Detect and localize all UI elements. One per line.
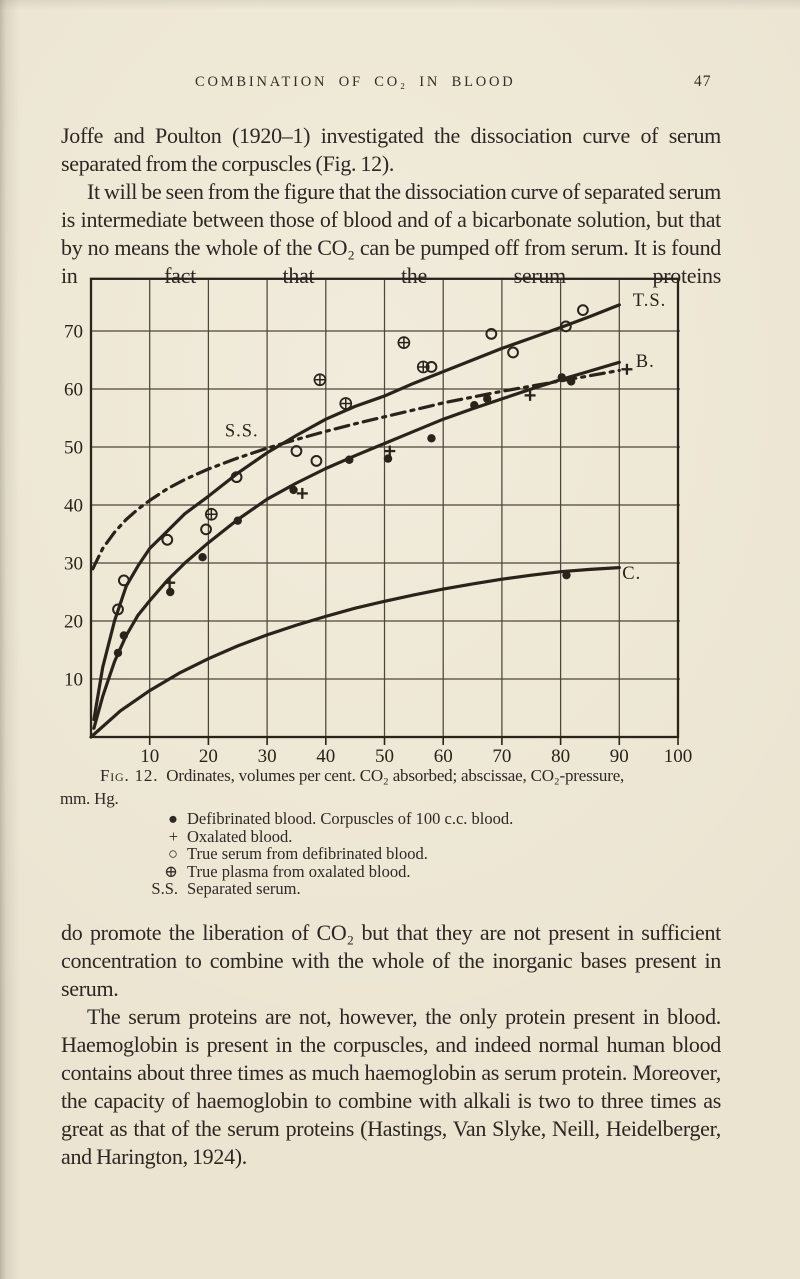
marker-true-serum (230, 471, 243, 484)
y-axis-tick-label: 60 (64, 380, 83, 401)
y-axis-tick-label: 50 (64, 438, 83, 459)
marker-defibrinated-blood (566, 377, 576, 386)
curve-separated-serum-curve (91, 368, 621, 571)
legend-item-label: Separated serum. (187, 879, 301, 898)
figure-legend: ● Defibrinated blood. Corpuscles of 100 … (60, 810, 680, 898)
marker-true-serum (485, 328, 498, 340)
marker-true-plasma (204, 507, 218, 521)
marker-true-plasma (416, 360, 430, 374)
marker-defibrinated-blood (166, 587, 175, 597)
paragraph-4: The serum proteins are not, however, the… (61, 1004, 721, 1169)
marker-defibrinated-blood (483, 394, 492, 404)
figure-caption-line2: mm. Hg. (60, 789, 119, 808)
marker-true-plasma (313, 373, 327, 387)
legend-item-label: Defibrinated blood. Corpuscles of 100 c.… (187, 809, 514, 828)
marker-defibrinated-blood (198, 553, 207, 562)
figure-12-chart-area: 10 20 30 40 50 60 70 80 90 100 70 60 50 40 30 20 10 T.S. B… (40, 272, 740, 767)
figure-caption-text: Ordinates, volumes per cent. CO₂ absorbe… (166, 766, 625, 785)
legend-item-label: Oxalated blood. (187, 826, 293, 846)
legend-item-true-plasma: ⊕ True plasma from oxalated blood. (60, 861, 680, 881)
legend-item-label: True plasma from oxalated blood. (187, 861, 411, 881)
marker-defibrinated-blood (233, 516, 242, 525)
x-axis-tick-label: 80 (551, 746, 570, 767)
dissociation-curves-chart: 10 20 30 40 50 60 70 80 90 100 70 60 50 40 30 20 10 T.S. B… (64, 277, 693, 767)
circled-plus-marker-icon: ⊕ (164, 861, 178, 881)
paragraph-3: do promote the liberation of CO₂ but tha… (61, 920, 721, 1001)
marker-true-serum (117, 574, 130, 587)
x-axis-tick-label: 90 (610, 746, 629, 767)
paragraph-1: Joffe and Poulton (1920–1) investigated … (61, 123, 721, 176)
y-axis-tick-label: 10 (64, 670, 83, 691)
marker-true-plasma (339, 397, 353, 410)
legend-item-separated-serum: S.S. Separated serum. (60, 880, 680, 898)
marker-defibrinated-blood (345, 455, 354, 464)
figure-caption-line1: Fig. 12. Ordinates, volumes per cent. CO₂… (60, 764, 740, 787)
marker-defibrinated-blood (289, 485, 298, 495)
x-axis-tick-label: 50 (375, 746, 394, 767)
x-axis-tick-label: 40 (316, 746, 335, 767)
x-axis-tick-label: 60 (434, 746, 453, 767)
legend-item-true-serum: ○ True serum from defibrinated blood. (60, 845, 680, 863)
marker-true-serum (310, 455, 323, 467)
marker-true-serum (290, 445, 303, 457)
curve-label-blood-curve: B. (636, 352, 655, 372)
marker-true-serum (559, 320, 572, 333)
marker-true-serum (507, 346, 519, 359)
figure-caption: Fig. 12. Ordinates, volumes per cent. CO₂… (60, 764, 740, 810)
running-head-title: COMBINATION OF CO₂ IN BLOOD (195, 74, 516, 90)
marker-defibrinated-blood (383, 454, 393, 463)
x-axis-tick-label: 70 (492, 746, 511, 767)
marker-defibrinated-blood (470, 401, 479, 410)
figure-caption-label: Fig. 12. (100, 766, 159, 785)
marker-defibrinated-blood (557, 373, 566, 382)
page-number: 47 (694, 73, 712, 90)
legend-item-defibrinated-blood: ● Defibrinated blood. Corpuscles of 100 … (60, 810, 680, 828)
marker-true-serum (200, 523, 212, 536)
marker-defibrinated-blood (427, 434, 436, 443)
curve-bicarbonate-curve (89, 566, 621, 739)
marker-defibrinated-blood (562, 570, 571, 580)
curve-label-true-serum-curve: T.S. (633, 291, 666, 311)
open-circle-marker-icon: ○ (168, 844, 178, 863)
y-axis-tick-label: 40 (64, 496, 83, 517)
ss-curve-label: S.S. (151, 879, 178, 898)
marker-true-serum (112, 603, 124, 616)
marker-true-serum (161, 533, 174, 546)
marker-true-plasma (397, 336, 411, 349)
x-axis-tick-label: 10 (140, 746, 159, 767)
y-axis-tick-label: 20 (64, 612, 83, 633)
marker-true-serum (577, 304, 589, 317)
marker-defibrinated-blood (119, 631, 129, 640)
y-axis-tick-label: 70 (64, 322, 83, 343)
legend-item-label: True serum from defibrinated blood. (187, 844, 428, 863)
paragraph-2: It will be seen from the figure that the… (61, 179, 721, 288)
marker-defibrinated-blood (113, 648, 123, 658)
curve-label-bicarbonate-curve: C. (622, 564, 641, 584)
x-axis-tick-label: 30 (258, 746, 277, 767)
y-axis-tick-label: 30 (64, 554, 83, 575)
plus-marker-icon: + (168, 826, 178, 846)
filled-circle-marker-icon: ● (168, 809, 178, 828)
curve-label-separated-serum-curve: S.S. (225, 422, 259, 442)
curve-blood-curve (92, 360, 621, 730)
legend-item-oxalated-blood: + Oxalated blood. (60, 826, 680, 846)
curve-true-serum-curve (92, 303, 621, 722)
x-axis-tick-label: 100 (664, 746, 693, 767)
x-axis-tick-label: 20 (199, 746, 218, 767)
